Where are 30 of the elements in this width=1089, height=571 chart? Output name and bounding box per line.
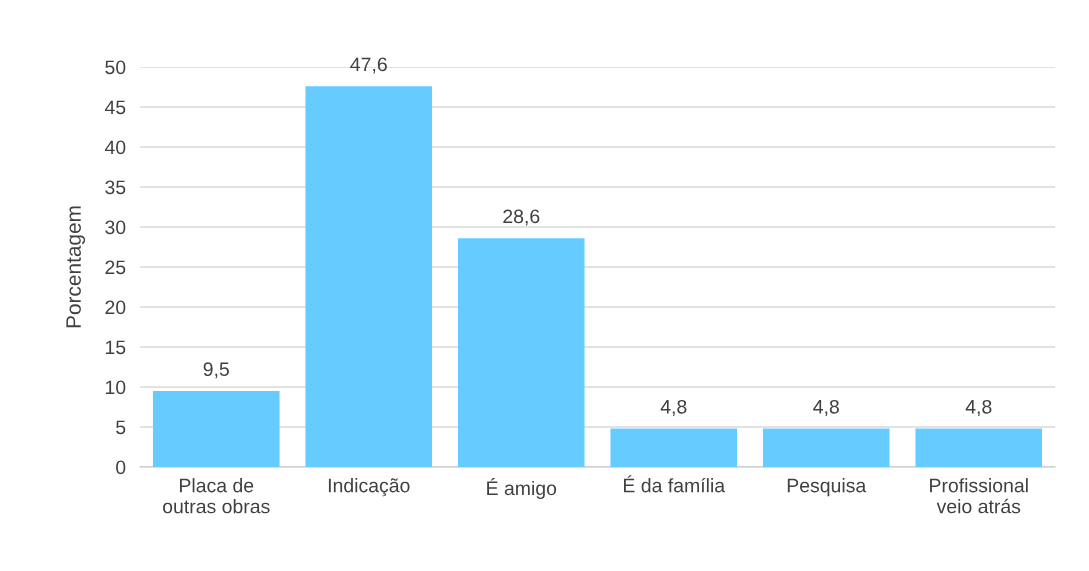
bar xyxy=(915,428,1043,467)
y-tick-label: 35 xyxy=(105,180,126,195)
data-label: 4,8 xyxy=(813,399,839,416)
y-tick-label: 0 xyxy=(116,460,126,475)
data-label: 4,8 xyxy=(965,399,992,416)
y-tick-label: 50 xyxy=(105,60,126,75)
y-tick-label: 40 xyxy=(104,140,126,155)
y-tick-label: 20 xyxy=(105,300,126,315)
bar xyxy=(762,428,890,467)
data-label: 4,8 xyxy=(660,399,687,416)
x-tick-label: Placa de outras obras xyxy=(163,478,270,514)
y-tick-label: 30 xyxy=(105,220,126,235)
bar xyxy=(610,428,738,467)
x-tick-label: Indicação xyxy=(328,478,410,497)
data-label: 47,6 xyxy=(350,57,387,74)
y-tick-label: 10 xyxy=(105,380,126,395)
x-tick-label: É da família xyxy=(624,475,726,493)
y-tick-label: 15 xyxy=(105,340,126,355)
data-label: 9,5 xyxy=(203,362,229,379)
y-tick-label: 5 xyxy=(116,420,126,435)
y-tick-label: 45 xyxy=(104,100,126,115)
x-tick-label: É amigo xyxy=(487,478,557,500)
x-tick-label: Pesquisa xyxy=(787,478,867,497)
y-axis-title: Porcentagem xyxy=(66,206,86,328)
bar xyxy=(305,86,433,467)
data-label: 28,6 xyxy=(503,209,540,226)
bar xyxy=(457,238,585,467)
y-tick-label: 25 xyxy=(105,260,126,275)
bar xyxy=(152,391,280,467)
x-tick-label: Profissional veio atrás xyxy=(930,478,1028,514)
